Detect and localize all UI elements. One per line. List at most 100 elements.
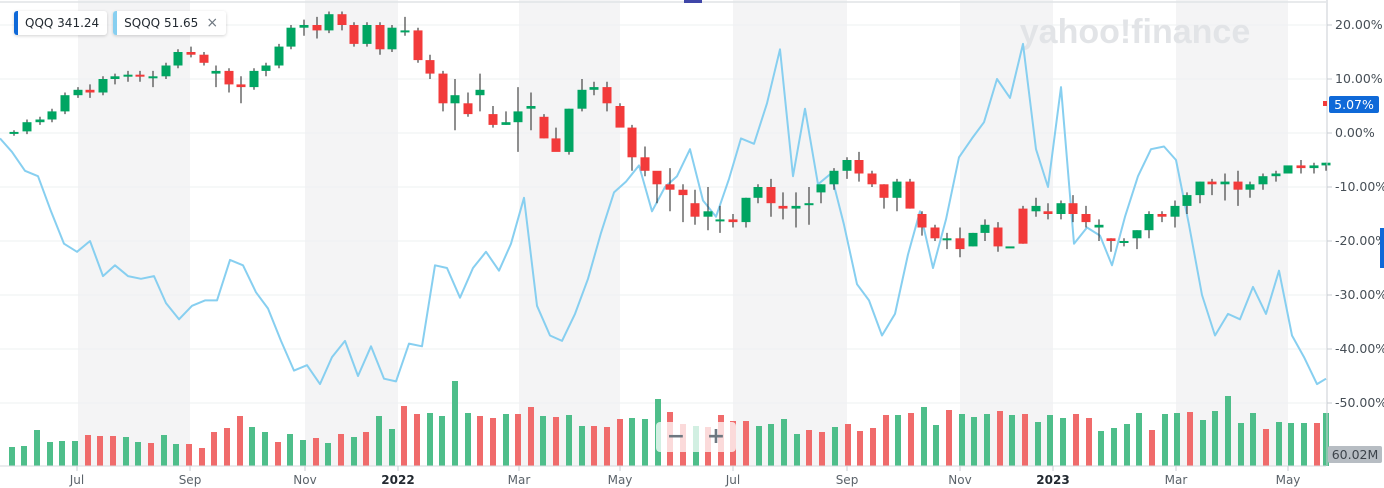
- candle-body: [1106, 238, 1116, 241]
- qqq-candlestick-series: [9, 11, 1331, 258]
- y-axis-label: -50.00%: [1335, 395, 1384, 410]
- volume-bar: [237, 416, 243, 466]
- volume-bar: [997, 411, 1003, 466]
- period-band: [519, 0, 620, 466]
- volume-bar: [338, 434, 344, 466]
- volume-bar: [1111, 428, 1117, 466]
- volume-bar: [743, 421, 749, 466]
- volume-bar: [806, 430, 812, 466]
- candle-body: [942, 238, 952, 241]
- legend-chip-qqq[interactable]: QQQ 341.24: [14, 11, 108, 35]
- volume-bar: [275, 442, 281, 466]
- volume-bar: [933, 425, 939, 466]
- candle-body: [766, 187, 776, 204]
- candle-body: [589, 87, 599, 90]
- candle-body: [161, 65, 171, 77]
- candle-body: [98, 79, 108, 93]
- volume-bar: [1022, 414, 1028, 466]
- volume-bar: [224, 428, 230, 466]
- price-change-badge-text: 5.07%: [1334, 97, 1374, 112]
- candle-body: [413, 30, 423, 61]
- candle-body: [1258, 176, 1268, 185]
- volume-bar: [1225, 396, 1231, 466]
- candle-body: [854, 160, 864, 174]
- candle-body: [879, 184, 889, 198]
- volume-bar: [604, 427, 610, 466]
- candle-body: [1220, 181, 1230, 185]
- remove-comparison-close-icon[interactable]: ×: [206, 15, 219, 31]
- volume-bar: [857, 431, 863, 466]
- volume-bar: [971, 417, 977, 466]
- volume-bar: [528, 407, 534, 466]
- candle-body: [261, 65, 271, 71]
- volume-bar: [794, 434, 800, 466]
- candle-body: [249, 70, 259, 88]
- volume-bar: [515, 414, 521, 466]
- volume-bar: [1288, 423, 1294, 466]
- scroll-handle-indicator[interactable]: [684, 0, 702, 3]
- volume-bar: [1060, 418, 1066, 466]
- zoom-in-button[interactable]: +: [706, 424, 726, 449]
- volume-bar: [819, 432, 825, 466]
- legend-chip-sqqq[interactable]: SQQQ 51.65 ×: [113, 11, 227, 35]
- volume-bar: [465, 413, 471, 466]
- candle-body: [1309, 165, 1319, 169]
- candle-body: [324, 14, 334, 31]
- candle-body: [1182, 195, 1192, 206]
- volume-bar: [756, 426, 762, 466]
- sqqq-line: [0, 42, 1327, 386]
- candle-body: [640, 157, 650, 171]
- volume-bar: [1047, 415, 1053, 466]
- candle-body: [1321, 162, 1331, 166]
- candle-body: [274, 46, 284, 66]
- volume-bar: [642, 419, 648, 466]
- candle-body: [110, 76, 120, 79]
- volume-bar: [199, 448, 205, 466]
- volume-bar: [72, 441, 78, 466]
- candle-body: [1031, 205, 1041, 212]
- volume-bar: [946, 410, 952, 466]
- candle-body: [475, 89, 485, 96]
- candle-body: [1005, 246, 1015, 249]
- candle-body: [299, 25, 309, 28]
- volume-bar: [401, 406, 407, 466]
- y-axis-label: -30.00%: [1335, 287, 1384, 302]
- volume-bar: [1200, 420, 1206, 466]
- right-edge-scroll-marker[interactable]: [1380, 228, 1384, 268]
- candle-body: [665, 184, 675, 190]
- volume-bar: [781, 419, 787, 466]
- qqq-color-swatch: [14, 11, 18, 35]
- y-axis-label: 0.00%: [1335, 125, 1375, 140]
- sqqq-line-series: [0, 42, 1327, 386]
- volume-bar: [1250, 413, 1256, 466]
- candle-body: [375, 25, 385, 50]
- candle-body: [804, 203, 814, 206]
- volume-bar: [439, 416, 445, 466]
- volume-bar: [845, 424, 851, 466]
- sqqq-color-swatch: [113, 11, 118, 35]
- volume-bar: [97, 436, 103, 466]
- candle-body: [199, 54, 209, 63]
- volume-bar: [249, 427, 255, 466]
- volume-bar: [566, 415, 572, 466]
- candle-body: [1170, 205, 1180, 217]
- period-shading-bands: [78, 0, 1288, 466]
- candle-body: [513, 111, 523, 123]
- candle-body: [1245, 184, 1255, 190]
- qqq-symbol: QQQ: [25, 16, 54, 30]
- candle-body: [1132, 230, 1142, 239]
- price-change-badge: 5.07%: [1323, 96, 1379, 113]
- volume-bar: [908, 413, 914, 466]
- y-axis-label: 10.00%: [1335, 71, 1383, 86]
- volume-bar: [452, 381, 458, 466]
- candle-body: [1157, 214, 1167, 217]
- candle-body: [905, 181, 915, 209]
- volume-bar: [1124, 424, 1130, 466]
- volume-bar: [389, 429, 395, 466]
- zoom-out-button[interactable]: −: [666, 424, 686, 449]
- volume-bar: [325, 443, 331, 466]
- candle-body: [1094, 224, 1104, 228]
- volume-bar: [591, 426, 597, 466]
- volume-bar: [148, 443, 154, 466]
